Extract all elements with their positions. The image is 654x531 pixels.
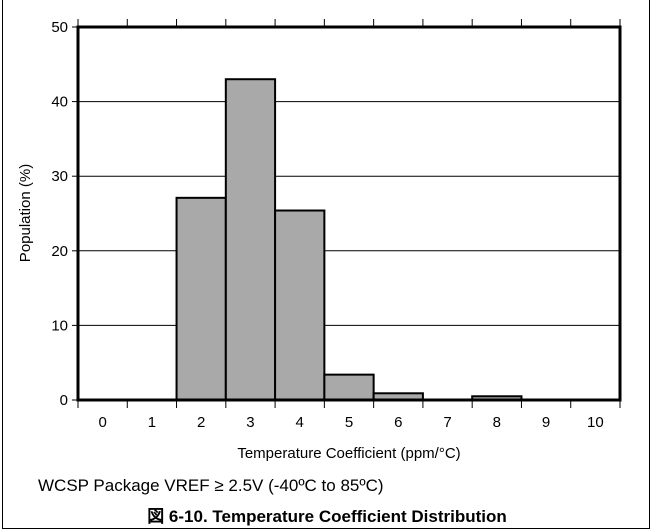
x-axis-title: Temperature Coefficient (ppm/°C) <box>237 445 460 462</box>
bar-5 <box>323 373 375 401</box>
x-tick-label: 3 <box>246 414 254 431</box>
figure-caption: 図 6-10. Temperature Coefficient Distribu… <box>147 507 507 526</box>
bar-3 <box>224 78 277 401</box>
y-tick-label: 50 <box>51 19 68 36</box>
y-axis-title: Population (%) <box>17 164 34 262</box>
x-tick-label: 9 <box>542 414 550 431</box>
chart-note: WCSP Package VREF ≥ 2.5V (-40ºC to 85ºC) <box>38 476 384 495</box>
y-tick-label: 40 <box>51 94 68 111</box>
y-tick-label: 10 <box>51 317 68 334</box>
x-tick-label: 7 <box>443 414 451 431</box>
plot-area-border <box>76 25 622 402</box>
x-tick-label: 5 <box>345 414 353 431</box>
x-tick-label: 2 <box>197 414 205 431</box>
x-tick-label: 6 <box>394 414 402 431</box>
y-tick-label: 30 <box>51 168 68 185</box>
x-tick-label: 1 <box>148 414 156 431</box>
axis-ticks <box>72 19 621 408</box>
y-tick-label: 20 <box>51 243 68 260</box>
y-tick-labels: 0 10 20 30 40 50 <box>51 19 68 409</box>
x-tick-labels: 0 1 2 3 4 5 6 7 8 9 10 <box>98 414 603 431</box>
y-tick-label: 0 <box>60 392 68 409</box>
bar-4 <box>274 209 326 401</box>
x-tick-label: 10 <box>587 414 604 431</box>
x-tick-label: 0 <box>98 414 106 431</box>
bar-2 <box>175 196 227 401</box>
histogram-chart: 0 10 20 30 40 50 0 1 2 3 4 5 6 7 8 9 10 Temperature Coe… <box>17 19 622 462</box>
gridlines <box>78 101 620 326</box>
x-tick-label: 8 <box>493 414 501 431</box>
x-tick-label: 4 <box>296 414 304 431</box>
bars <box>175 78 523 402</box>
